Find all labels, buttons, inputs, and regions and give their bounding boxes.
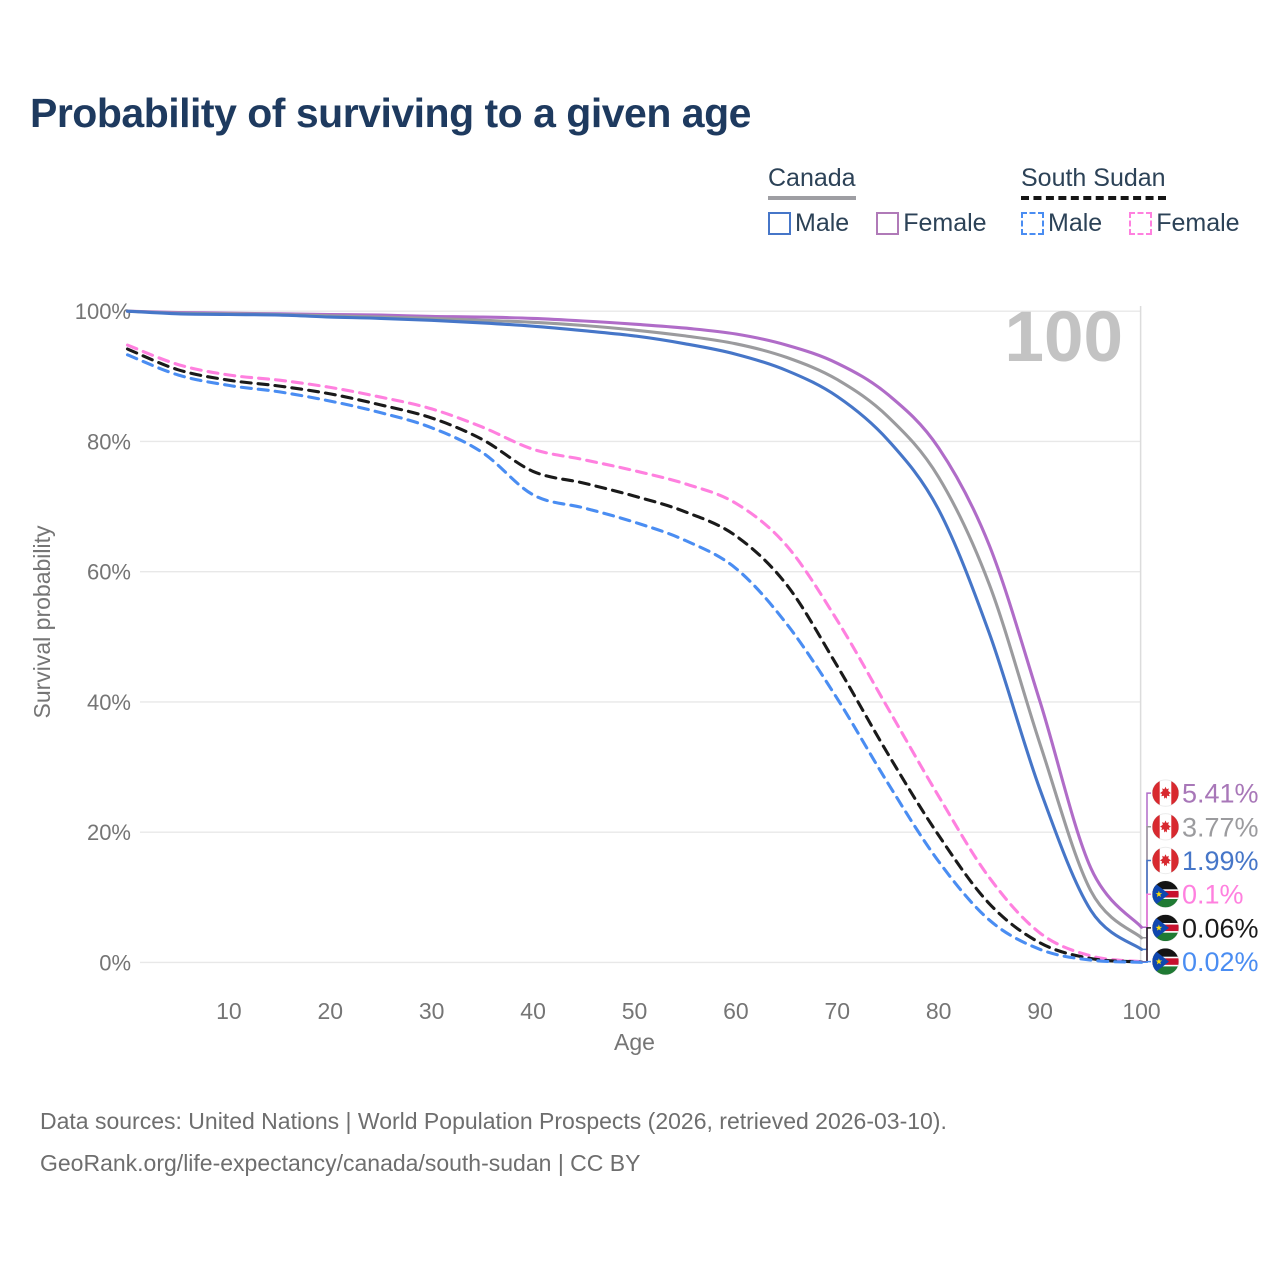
y-tick-label: 80% — [87, 429, 131, 454]
y-tick-label: 0% — [99, 950, 131, 975]
legend-item-canada-male[interactable]: Male — [768, 209, 849, 238]
end-label-value: 1.99% — [1182, 846, 1259, 876]
end-label-south-sudan-both-sexes[interactable]: 0.06% — [1141, 913, 1259, 963]
canada-flag-icon — [1152, 813, 1179, 840]
legend-label: Female — [1156, 209, 1240, 237]
legend-label: Male — [1048, 209, 1103, 237]
y-tick-label: 40% — [87, 690, 131, 715]
legend-label: Male — [795, 209, 850, 237]
end-label-value: 3.77% — [1182, 812, 1259, 842]
legend-swatch-south-sudan-male — [1021, 212, 1044, 235]
x-tick-label: 60 — [723, 998, 749, 1024]
y-tick-label: 100% — [75, 299, 131, 324]
legend-swatch-canada-female — [876, 212, 900, 235]
x-tick-label: 40 — [520, 998, 546, 1024]
south-sudan-flag-icon — [1152, 948, 1179, 975]
end-label-value: 0.02% — [1182, 947, 1259, 977]
canada-flag-icon — [1152, 847, 1179, 874]
end-label-value: 0.06% — [1182, 913, 1259, 943]
series-line-canada-both-sexes[interactable] — [125, 309, 1144, 940]
leader-line — [1141, 960, 1151, 964]
end-label-canada-both-sexes[interactable]: 3.77% — [1141, 812, 1259, 939]
series-line-south-sudan-male[interactable] — [125, 353, 1144, 964]
legend-country-south-sudan[interactable]: South Sudan — [1021, 164, 1166, 200]
x-tick-label: 70 — [825, 998, 851, 1024]
series-line-south-sudan-both-sexes[interactable] — [125, 347, 1144, 964]
y-axis-title: Survival probability — [29, 525, 55, 719]
footer: Data sources: United Nations | World Pop… — [40, 1100, 947, 1184]
page-title: Probability of surviving to a given age — [30, 90, 751, 136]
south-sudan-flag-icon — [1152, 881, 1179, 908]
legend-item-south-sudan-female[interactable]: Female — [1129, 209, 1240, 238]
x-tick-label: 50 — [622, 998, 648, 1024]
y-tick-label: 20% — [87, 820, 131, 845]
legend-swatch-south-sudan-female — [1129, 212, 1153, 235]
x-axis-title: Age — [614, 1029, 655, 1055]
x-tick-label: 100 — [1122, 998, 1160, 1024]
footer-attribution: GeoRank.org/life-expectancy/canada/south… — [40, 1150, 641, 1176]
x-tick-label: 80 — [926, 998, 952, 1024]
series-line-canada-female[interactable] — [125, 309, 1144, 929]
canada-flag-icon — [1152, 779, 1179, 807]
end-label-south-sudan-male[interactable]: 0.02% — [1141, 947, 1259, 977]
leader-line — [1141, 927, 1151, 963]
series-line-south-sudan-female[interactable] — [125, 343, 1144, 964]
legend: Canada Male Female South Sudan Male Female — [0, 0, 1280, 250]
y-tick-label: 60% — [87, 560, 131, 585]
end-label-south-sudan-female[interactable]: 0.1% — [1141, 880, 1244, 963]
south-sudan-flag-icon — [1152, 914, 1179, 942]
x-tick-label: 90 — [1027, 998, 1053, 1024]
legend-swatch-canada-male — [768, 212, 791, 235]
legend-group-south-sudan: South Sudan Male Female — [1021, 164, 1240, 238]
hover-age-watermark: 100 — [1005, 298, 1123, 377]
legend-country-canada[interactable]: Canada — [768, 164, 856, 200]
legend-item-canada-female[interactable]: Female — [876, 209, 987, 238]
x-tick-label: 30 — [419, 998, 445, 1024]
end-label-value: 0.1% — [1182, 880, 1244, 910]
series-line-canada-male[interactable] — [125, 309, 1144, 951]
x-tick-label: 10 — [216, 998, 242, 1024]
x-tick-label: 20 — [318, 998, 344, 1024]
end-label-value: 5.41% — [1182, 779, 1259, 809]
legend-item-south-sudan-male[interactable]: Male — [1021, 209, 1102, 238]
footer-data-sources: Data sources: United Nations | World Pop… — [40, 1108, 947, 1134]
end-label-canada-female[interactable]: 5.41% — [1141, 779, 1259, 928]
legend-label: Female — [903, 209, 987, 237]
legend-group-canada: Canada Male Female — [768, 164, 987, 238]
